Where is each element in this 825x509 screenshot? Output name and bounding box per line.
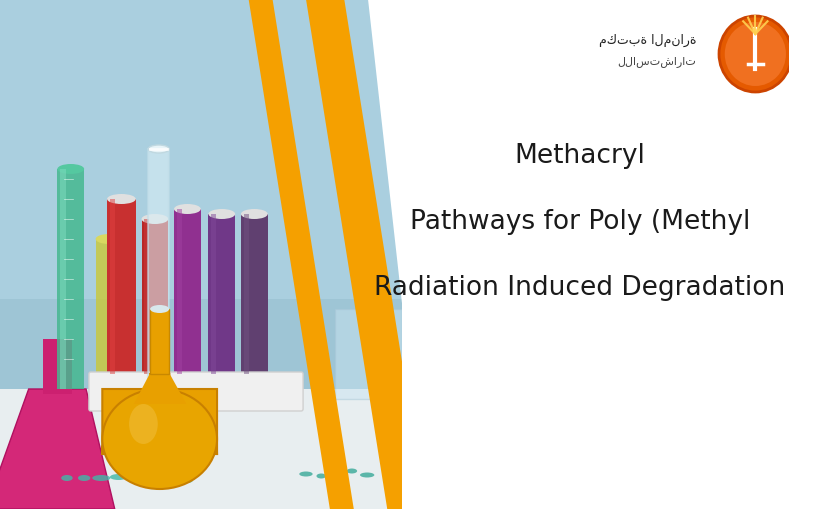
Bar [241, 215, 268, 374]
Bar [58, 169, 84, 389]
Ellipse shape [164, 476, 176, 482]
Text: للاستشارات: للاستشارات [617, 56, 696, 67]
Ellipse shape [142, 215, 168, 224]
Text: Pathways for Poly (Methyl: Pathways for Poly (Methyl [409, 209, 750, 234]
Bar [43, 340, 72, 394]
Ellipse shape [113, 475, 125, 481]
Text: Radiation Induced Degradation: Radiation Induced Degradation [375, 275, 785, 300]
Circle shape [724, 23, 786, 87]
Polygon shape [248, 0, 354, 509]
Ellipse shape [92, 479, 110, 485]
Polygon shape [0, 389, 115, 509]
Bar [177, 210, 182, 374]
Ellipse shape [174, 205, 200, 215]
Ellipse shape [150, 305, 169, 314]
Polygon shape [306, 0, 426, 509]
Bar [150, 309, 169, 374]
Text: مكتبة المنارة: مكتبة المنارة [599, 34, 696, 46]
Ellipse shape [129, 404, 158, 444]
Bar [142, 219, 168, 374]
Bar [110, 200, 115, 374]
FancyBboxPatch shape [89, 372, 303, 411]
Ellipse shape [58, 165, 84, 175]
Bar [0, 389, 402, 509]
Bar [244, 215, 248, 374]
Ellipse shape [317, 471, 326, 475]
Bar [60, 169, 66, 389]
Bar [96, 240, 122, 399]
Text: Methacryl: Methacryl [514, 143, 645, 168]
Bar [107, 200, 136, 374]
Polygon shape [134, 373, 186, 404]
Ellipse shape [241, 210, 268, 219]
Bar [211, 215, 216, 374]
Ellipse shape [102, 389, 217, 489]
Ellipse shape [299, 473, 312, 478]
Ellipse shape [128, 471, 144, 477]
Ellipse shape [182, 479, 194, 485]
Ellipse shape [107, 194, 136, 205]
Bar [148, 150, 169, 379]
Bar [0, 0, 402, 509]
Ellipse shape [148, 146, 169, 154]
Ellipse shape [145, 480, 161, 486]
Ellipse shape [331, 470, 342, 474]
Bar [0, 0, 402, 299]
Ellipse shape [75, 478, 93, 484]
Polygon shape [102, 374, 217, 454]
Bar [335, 309, 402, 399]
Ellipse shape [58, 472, 76, 478]
Ellipse shape [209, 210, 235, 219]
Ellipse shape [96, 235, 122, 244]
Ellipse shape [347, 473, 356, 478]
Polygon shape [368, 0, 789, 509]
Circle shape [719, 17, 792, 93]
Bar [209, 215, 235, 374]
Bar [402, 0, 789, 509]
Bar [174, 210, 200, 374]
Ellipse shape [361, 473, 374, 478]
Bar [144, 219, 149, 374]
